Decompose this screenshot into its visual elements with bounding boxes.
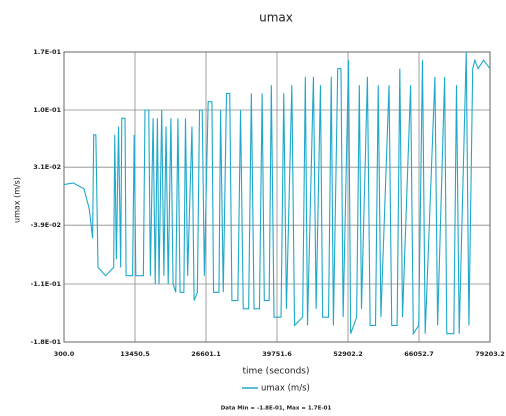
footer-note: Data Min = -1.8E-01, Max = 1.7E-01 [221,406,332,412]
x-tick-label: 79203.2 [475,350,505,358]
x-tick-label: 13450.5 [120,350,150,358]
plot-frame [63,51,491,343]
y-tick-label: 1.0E-01 [33,106,61,114]
chart-title: umax [259,11,293,25]
x-tick-label: 52902.2 [333,350,363,358]
x-tick-label: 26601.1 [191,350,221,358]
y-tick-label: 1.7E-01 [33,48,61,56]
x-axis-label: time (seconds) [242,367,309,377]
y-tick-label: -1.8E-01 [31,338,62,346]
x-tick-label: 300.0 [54,350,75,358]
y-tick-label: -1.1E-01 [31,280,62,288]
legend-label: umax (m/s) [261,384,310,394]
data-line [63,51,491,336]
y-tick-label: 3.1E-02 [33,163,61,171]
x-tick-label: 66052.7 [404,350,434,358]
y-axis-label: umax (m/s) [13,177,22,223]
x-tick-label: 39751.6 [262,350,292,358]
y-tick-label: -3.9E-02 [31,221,61,229]
